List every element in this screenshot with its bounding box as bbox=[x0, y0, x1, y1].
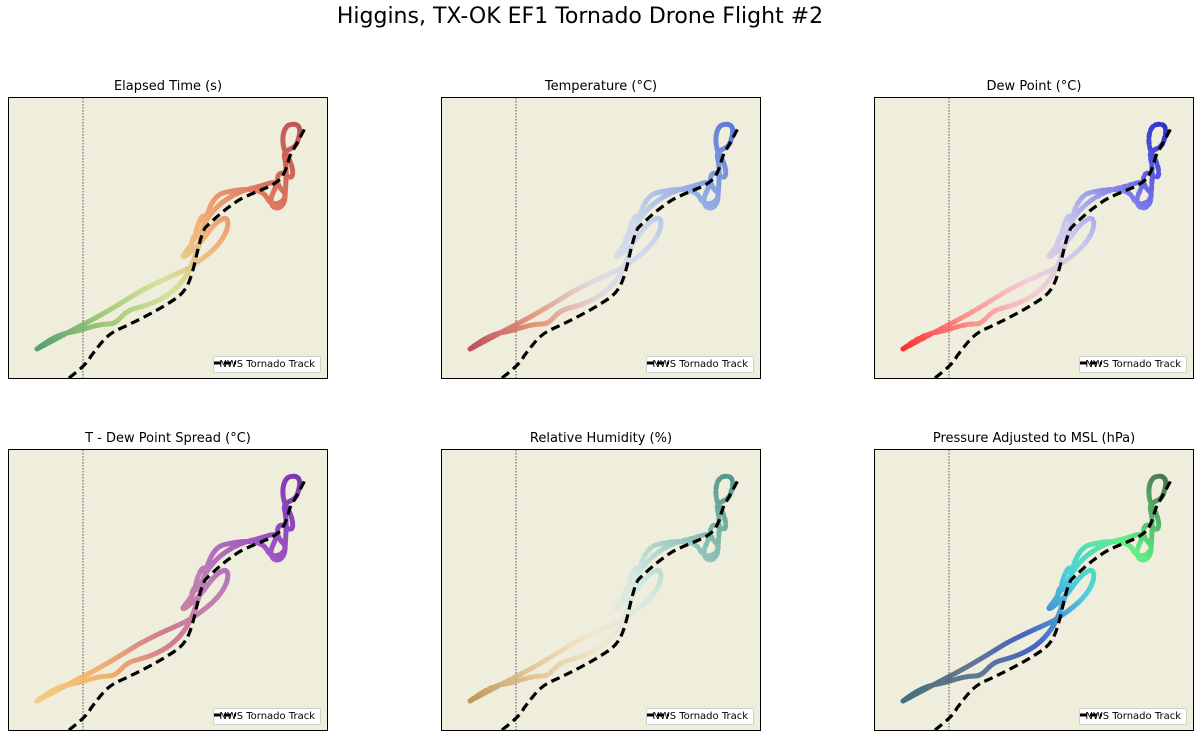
legend: NWS Tornado Track bbox=[213, 708, 321, 725]
chart-panel: Dew Point (°C) NWS Tornado Track bbox=[874, 79, 1194, 379]
panel-title: T - Dew Point Spread (°C) bbox=[85, 431, 251, 446]
tornado-track-line bbox=[501, 127, 740, 378]
legend-line-swatch bbox=[214, 361, 237, 365]
map-plot bbox=[900, 98, 1173, 378]
map-plot bbox=[34, 450, 307, 730]
legend-line-swatch bbox=[647, 361, 670, 365]
tornado-track-line bbox=[934, 127, 1173, 378]
legend-line-swatch bbox=[1080, 713, 1103, 717]
legend-label: NWS Tornado Track bbox=[1085, 359, 1181, 370]
drone-path-line bbox=[900, 121, 1169, 352]
plot-area: NWS Tornado Track bbox=[8, 449, 328, 731]
legend-label: NWS Tornado Track bbox=[1085, 711, 1181, 722]
plot-area: NWS Tornado Track bbox=[441, 449, 761, 731]
legend-label: NWS Tornado Track bbox=[652, 359, 748, 370]
tornado-track-line bbox=[68, 127, 307, 378]
legend-line-swatch bbox=[1080, 361, 1103, 365]
chart-panel: Pressure Adjusted to MSL (hPa) NWS Tornad… bbox=[874, 431, 1194, 731]
plot-area: NWS Tornado Track bbox=[874, 97, 1194, 379]
legend-label: NWS Tornado Track bbox=[652, 711, 748, 722]
panel-title: Dew Point (°C) bbox=[986, 79, 1082, 94]
chart-panel: Temperature (°C) NWS Tornado Track bbox=[441, 79, 761, 379]
tornado-track-line bbox=[68, 479, 307, 730]
drone-path-line bbox=[467, 121, 736, 352]
plot-area: NWS Tornado Track bbox=[874, 449, 1194, 731]
drone-path-line bbox=[34, 121, 303, 352]
plot-area: NWS Tornado Track bbox=[441, 97, 761, 379]
tornado-track-line bbox=[501, 479, 740, 730]
chart-panel: T - Dew Point Spread (°C) NWS Tornado Tra… bbox=[8, 431, 328, 731]
legend: NWS Tornado Track bbox=[646, 708, 754, 725]
drone-path-line bbox=[467, 473, 736, 704]
legend: NWS Tornado Track bbox=[213, 356, 321, 373]
drone-path-line bbox=[34, 473, 303, 704]
legend-line-swatch bbox=[214, 713, 237, 717]
panel-title: Pressure Adjusted to MSL (hPa) bbox=[932, 431, 1136, 446]
map-plot bbox=[467, 450, 740, 730]
chart-panel: Elapsed Time (s) NWS Tornado Track bbox=[8, 79, 328, 379]
map-plot bbox=[900, 450, 1173, 730]
plot-area: NWS Tornado Track bbox=[8, 97, 328, 379]
panel-title: Elapsed Time (s) bbox=[113, 79, 223, 94]
legend: NWS Tornado Track bbox=[1079, 356, 1187, 373]
legend-label: NWS Tornado Track bbox=[219, 711, 315, 722]
legend: NWS Tornado Track bbox=[1079, 708, 1187, 725]
map-plot bbox=[467, 98, 740, 378]
legend-line-swatch bbox=[647, 713, 670, 717]
figure-title: Higgins, TX-OK EF1 Tornado Drone Flight … bbox=[336, 4, 824, 29]
panel-title: Temperature (°C) bbox=[544, 79, 658, 94]
tornado-track-line bbox=[934, 479, 1173, 730]
legend-label: NWS Tornado Track bbox=[219, 359, 315, 370]
drone-path-line bbox=[900, 473, 1169, 704]
legend: NWS Tornado Track bbox=[646, 356, 754, 373]
map-plot bbox=[34, 98, 307, 378]
chart-panel: Relative Humidity (%) NWS Tornado Track bbox=[441, 431, 761, 731]
panel-title: Relative Humidity (%) bbox=[529, 431, 673, 446]
